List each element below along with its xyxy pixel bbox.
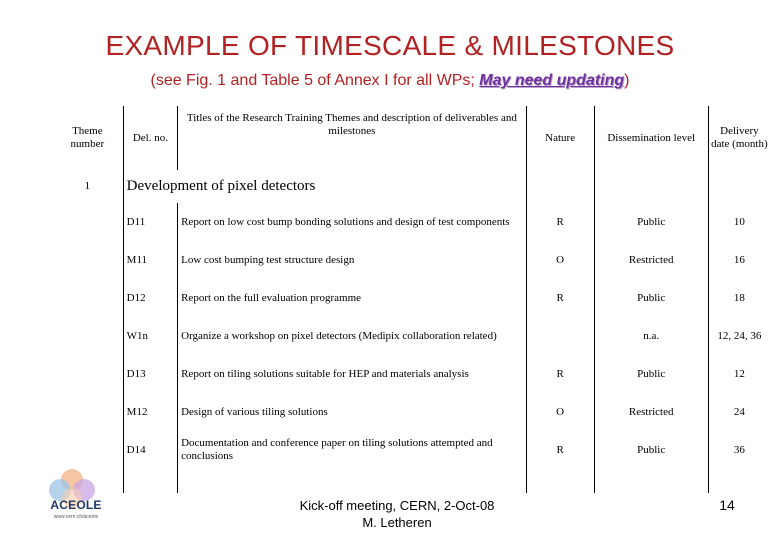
table-row: M12 Design of various tiling solutions O… xyxy=(52,393,770,431)
deliverable-id: M12 xyxy=(122,393,178,431)
deliverable-month: 24 xyxy=(707,393,770,431)
deliverable-month: 16 xyxy=(707,241,770,279)
deliverable-description: Report on tiling solutions suitable for … xyxy=(177,355,527,393)
subtitle-prefix: (see Fig. 1 and Table 5 of Annex I for a… xyxy=(150,72,475,89)
table-row: M11 Low cost bumping test structure desi… xyxy=(52,241,770,279)
logo-url: www.cern.ch/aceole xyxy=(53,514,99,520)
header-nature: Nature xyxy=(525,106,595,170)
deliverable-level: n.a. xyxy=(593,317,709,355)
deliverable-nature: R xyxy=(525,279,595,317)
deliverable-description: Low cost bumping test structure design xyxy=(177,241,527,279)
deliverable-month: 12, 24, 36 xyxy=(707,317,770,355)
footer-event: Kick-off meeting, CERN, 2-Oct-08 xyxy=(299,498,495,513)
deliverable-id: M11 xyxy=(122,241,178,279)
header-dissemination: Dissemination level xyxy=(593,106,709,170)
deliverable-month: 36 xyxy=(707,431,770,469)
deliverable-month: 18 xyxy=(707,279,770,317)
header-titles: Titles of the Research Training Themes a… xyxy=(177,106,527,170)
table-row: D13 Report on tiling solutions suitable … xyxy=(52,355,770,393)
header-row: Theme number Del. no. Titles of the Rese… xyxy=(52,106,770,170)
table-spacer-row xyxy=(52,469,770,493)
deliverable-description: Organize a workshop on pixel detectors (… xyxy=(177,317,527,355)
aceole-logo-icon xyxy=(49,469,95,508)
section-title: Development of pixel detectors xyxy=(122,170,527,203)
deliverable-level: Restricted xyxy=(593,241,709,279)
deliverable-nature: O xyxy=(525,241,595,279)
slide-title: EXAMPLE OF TIMESCALE & MILESTONES xyxy=(105,30,675,61)
deliverable-id: W1n xyxy=(122,317,178,355)
logo-text: ACEOLE xyxy=(50,498,102,512)
deliverable-nature: R xyxy=(525,431,595,469)
deliverable-nature: R xyxy=(525,203,595,241)
header-theme-number: Theme number xyxy=(70,125,105,150)
slide-subtitle: (see Fig. 1 and Table 5 of Annex I for a… xyxy=(0,72,780,90)
milestones-table: Theme number Del. no. Titles of the Rese… xyxy=(52,106,770,493)
deliverable-nature xyxy=(525,317,595,355)
deliverable-description: Design of various tiling solutions xyxy=(177,393,527,431)
table-row: D11 Report on low cost bump bonding solu… xyxy=(52,203,770,241)
page-number: 14 xyxy=(719,497,735,513)
deliverable-description: Report on the full evaluation programme xyxy=(177,279,527,317)
section-row: 1 Development of pixel detectors xyxy=(52,170,770,203)
footer-author: M. Letheren xyxy=(362,515,432,530)
header-delivery: Delivery date (month) xyxy=(707,106,770,170)
deliverable-description: Report on low cost bump bonding solution… xyxy=(177,203,527,241)
deliverable-description: Documentation and conference paper on ti… xyxy=(177,431,527,469)
footer: Kick-off meeting, CERN, 2-Oct-08 M. Leth… xyxy=(252,497,542,531)
deliverable-level: Public xyxy=(593,431,709,469)
update-note: May need updating xyxy=(479,72,625,89)
section-number: 1 xyxy=(84,180,91,192)
deliverable-id: D13 xyxy=(122,355,178,393)
table-row: W1n Organize a workshop on pixel detecto… xyxy=(52,317,770,355)
table-row: D12 Report on the full evaluation progra… xyxy=(52,279,770,317)
deliverable-nature: R xyxy=(525,355,595,393)
table-row: D14 Documentation and conference paper o… xyxy=(52,431,770,469)
header-del-no: Del. no. xyxy=(122,106,178,170)
deliverable-id: D14 xyxy=(122,431,178,469)
deliverable-id: D12 xyxy=(122,279,178,317)
subtitle-suffix: ) xyxy=(624,72,630,89)
deliverable-month: 12 xyxy=(707,355,770,393)
deliverable-level: Public xyxy=(593,355,709,393)
deliverable-level: Restricted xyxy=(593,393,709,431)
deliverable-level: Public xyxy=(593,203,709,241)
deliverable-id: D11 xyxy=(122,203,178,241)
deliverable-month: 10 xyxy=(707,203,770,241)
deliverable-level: Public xyxy=(593,279,709,317)
deliverable-nature: O xyxy=(525,393,595,431)
